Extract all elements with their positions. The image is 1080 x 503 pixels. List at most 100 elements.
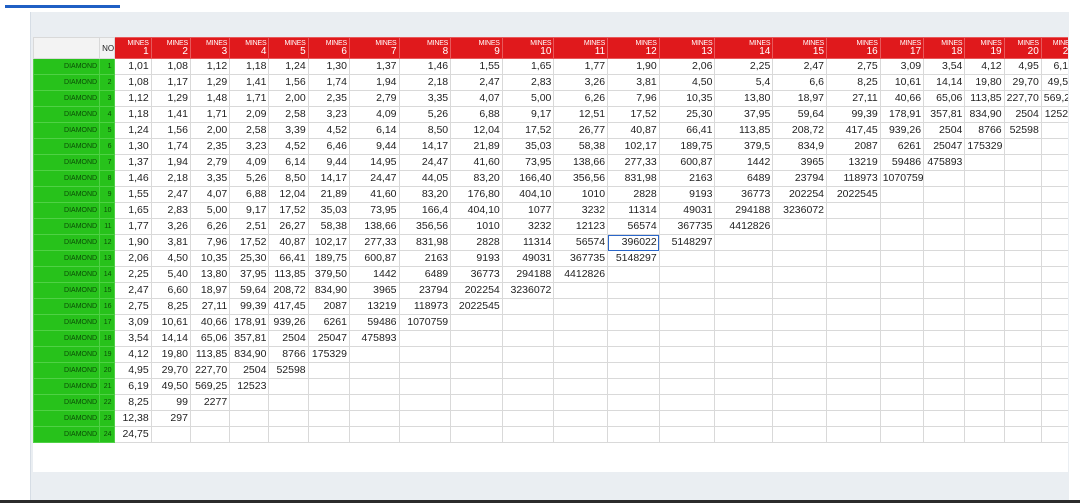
multiplier-cell[interactable]: 1,46 bbox=[398, 58, 452, 75]
multiplier-cell[interactable]: 1,71 bbox=[189, 106, 231, 123]
multiplier-cell[interactable]: 1,48 bbox=[189, 90, 231, 107]
multiplier-cell[interactable] bbox=[964, 234, 1005, 251]
diamond-label-cell[interactable]: DIAMOND bbox=[33, 282, 101, 299]
multiplier-cell[interactable]: 4,12 bbox=[113, 346, 152, 363]
multiplier-cell[interactable] bbox=[450, 362, 503, 379]
mines-header-cell[interactable]: MINES 4 bbox=[229, 37, 270, 59]
mines-header-cell[interactable]: MINES 8 bbox=[398, 37, 452, 59]
multiplier-cell[interactable] bbox=[772, 330, 828, 347]
multiplier-cell[interactable] bbox=[923, 410, 966, 427]
multiplier-cell[interactable]: 10,61 bbox=[879, 74, 925, 91]
multiplier-cell[interactable] bbox=[772, 394, 828, 411]
multiplier-cell[interactable]: 1,17 bbox=[150, 74, 191, 91]
multiplier-cell[interactable] bbox=[1040, 298, 1068, 315]
multiplier-cell[interactable] bbox=[307, 362, 350, 379]
mines-header-cell[interactable]: MINES 7 bbox=[348, 37, 400, 59]
diamond-label-cell[interactable]: DIAMOND bbox=[33, 74, 101, 91]
multiplier-cell[interactable]: 3,26 bbox=[150, 218, 191, 235]
multiplier-cell[interactable] bbox=[964, 282, 1005, 299]
multiplier-cell[interactable]: 1077 bbox=[501, 202, 555, 219]
multiplier-cell[interactable]: 2504 bbox=[1003, 106, 1042, 123]
multiplier-cell[interactable] bbox=[307, 410, 350, 427]
multiplier-cell[interactable]: 404,10 bbox=[450, 202, 503, 219]
multiplier-cell[interactable]: 13219 bbox=[826, 154, 881, 171]
mines-header-cell[interactable]: MINES 9 bbox=[450, 37, 503, 59]
multiplier-cell[interactable] bbox=[501, 426, 555, 443]
diamond-count-cell[interactable]: 18 bbox=[99, 330, 115, 347]
multiplier-cell[interactable]: 9193 bbox=[658, 186, 716, 203]
multiplier-cell[interactable]: 1,90 bbox=[113, 234, 152, 251]
multiplier-cell[interactable]: 2828 bbox=[450, 234, 503, 251]
multiplier-cell[interactable]: 26,77 bbox=[553, 122, 609, 139]
multiplier-cell[interactable] bbox=[450, 346, 503, 363]
multiplier-cell[interactable]: 834,90 bbox=[964, 106, 1005, 123]
multiplier-cell[interactable] bbox=[501, 394, 555, 411]
multiplier-cell[interactable]: 831,98 bbox=[607, 170, 660, 187]
multiplier-cell[interactable]: 4,50 bbox=[658, 74, 716, 91]
multiplier-cell[interactable]: 1,41 bbox=[150, 106, 191, 123]
multiplier-cell[interactable]: 49,50 bbox=[1040, 74, 1068, 91]
multiplier-cell[interactable]: 12523 bbox=[1040, 106, 1068, 123]
multiplier-cell[interactable] bbox=[714, 362, 774, 379]
multiplier-cell[interactable]: 6,46 bbox=[307, 138, 350, 155]
multiplier-cell[interactable]: 1,56 bbox=[150, 122, 191, 139]
multiplier-cell[interactable] bbox=[923, 298, 966, 315]
multiplier-cell[interactable]: 99 bbox=[150, 394, 191, 411]
diamond-count-cell[interactable]: 3 bbox=[99, 90, 115, 107]
multiplier-cell[interactable] bbox=[1040, 378, 1068, 395]
multiplier-cell[interactable] bbox=[501, 330, 555, 347]
multiplier-cell[interactable] bbox=[772, 250, 828, 267]
multiplier-cell[interactable] bbox=[879, 378, 925, 395]
diamond-label-cell[interactable]: DIAMOND bbox=[33, 394, 101, 411]
multiplier-cell[interactable]: 600,87 bbox=[658, 154, 716, 171]
diamond-count-cell[interactable]: 7 bbox=[99, 154, 115, 171]
multiplier-cell[interactable]: 189,75 bbox=[307, 250, 350, 267]
multiplier-cell[interactable] bbox=[658, 394, 716, 411]
multiplier-cell[interactable] bbox=[826, 410, 881, 427]
multiplier-cell[interactable] bbox=[658, 346, 716, 363]
multiplier-cell[interactable]: 12523 bbox=[229, 378, 270, 395]
multiplier-cell[interactable] bbox=[826, 330, 881, 347]
multiplier-cell[interactable]: 3,54 bbox=[113, 330, 152, 347]
multiplier-cell[interactable]: 178,91 bbox=[879, 106, 925, 123]
multiplier-cell[interactable] bbox=[964, 170, 1005, 187]
multiplier-cell[interactable] bbox=[964, 362, 1005, 379]
multiplier-cell[interactable] bbox=[714, 282, 774, 299]
multiplier-cell[interactable] bbox=[826, 218, 881, 235]
diamond-count-cell[interactable]: 12 bbox=[99, 234, 115, 251]
multiplier-cell[interactable]: 19,80 bbox=[964, 74, 1005, 91]
multiplier-cell[interactable]: 475893 bbox=[348, 330, 400, 347]
multiplier-cell[interactable] bbox=[398, 394, 452, 411]
multiplier-cell[interactable] bbox=[1003, 362, 1042, 379]
multiplier-cell[interactable] bbox=[348, 426, 400, 443]
multiplier-cell[interactable] bbox=[398, 330, 452, 347]
multiplier-cell[interactable]: 41,60 bbox=[450, 154, 503, 171]
multiplier-cell[interactable] bbox=[1040, 314, 1068, 331]
corner-cell[interactable] bbox=[33, 37, 101, 59]
multiplier-cell[interactable] bbox=[964, 330, 1005, 347]
multiplier-cell[interactable]: 178,91 bbox=[229, 314, 270, 331]
multiplier-cell[interactable] bbox=[398, 378, 452, 395]
multiplier-cell[interactable] bbox=[268, 394, 309, 411]
multiplier-cell[interactable] bbox=[923, 282, 966, 299]
multiplier-cell[interactable]: 9,44 bbox=[348, 138, 400, 155]
multiplier-cell[interactable] bbox=[501, 298, 555, 315]
multiplier-cell[interactable]: 6,19 bbox=[1040, 58, 1068, 75]
multiplier-cell[interactable]: 404,10 bbox=[501, 186, 555, 203]
multiplier-cell[interactable]: 1070759 bbox=[398, 314, 452, 331]
multiplier-cell[interactable] bbox=[501, 410, 555, 427]
multiplier-cell[interactable] bbox=[607, 426, 660, 443]
mines-header-cell[interactable]: MINES 20 bbox=[1003, 37, 1042, 59]
multiplier-cell[interactable] bbox=[772, 266, 828, 283]
multiplier-cell[interactable] bbox=[879, 298, 925, 315]
multiplier-cell[interactable] bbox=[964, 298, 1005, 315]
multiplier-cell[interactable]: 12,04 bbox=[268, 186, 309, 203]
multiplier-cell[interactable]: 56574 bbox=[607, 218, 660, 235]
multiplier-cell[interactable] bbox=[607, 282, 660, 299]
multiplier-cell[interactable] bbox=[348, 378, 400, 395]
multiplier-cell[interactable]: 49,50 bbox=[150, 378, 191, 395]
multiplier-cell[interactable] bbox=[879, 186, 925, 203]
multiplier-cell[interactable]: 2163 bbox=[398, 250, 452, 267]
multiplier-cell[interactable] bbox=[826, 298, 881, 315]
multiplier-cell[interactable]: 36773 bbox=[714, 186, 774, 203]
